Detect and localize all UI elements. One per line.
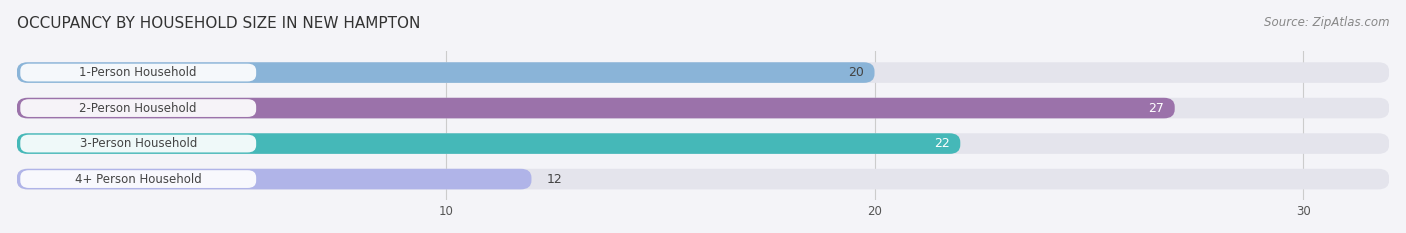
Text: 3-Person Household: 3-Person Household — [80, 137, 197, 150]
FancyBboxPatch shape — [20, 99, 256, 117]
FancyBboxPatch shape — [17, 98, 1175, 118]
FancyBboxPatch shape — [17, 98, 1389, 118]
Text: 1-Person Household: 1-Person Household — [80, 66, 197, 79]
Text: 12: 12 — [547, 173, 562, 185]
Text: OCCUPANCY BY HOUSEHOLD SIZE IN NEW HAMPTON: OCCUPANCY BY HOUSEHOLD SIZE IN NEW HAMPT… — [17, 16, 420, 31]
Text: 4+ Person Household: 4+ Person Household — [75, 173, 201, 185]
Text: 20: 20 — [848, 66, 863, 79]
FancyBboxPatch shape — [20, 64, 256, 82]
FancyBboxPatch shape — [17, 133, 960, 154]
FancyBboxPatch shape — [17, 133, 1389, 154]
FancyBboxPatch shape — [17, 169, 531, 189]
FancyBboxPatch shape — [20, 170, 256, 188]
FancyBboxPatch shape — [17, 62, 1389, 83]
Text: Source: ZipAtlas.com: Source: ZipAtlas.com — [1264, 16, 1389, 29]
FancyBboxPatch shape — [20, 135, 256, 152]
Text: 27: 27 — [1149, 102, 1164, 115]
FancyBboxPatch shape — [17, 62, 875, 83]
FancyBboxPatch shape — [17, 169, 1389, 189]
Text: 2-Person Household: 2-Person Household — [80, 102, 197, 115]
Text: 22: 22 — [934, 137, 949, 150]
